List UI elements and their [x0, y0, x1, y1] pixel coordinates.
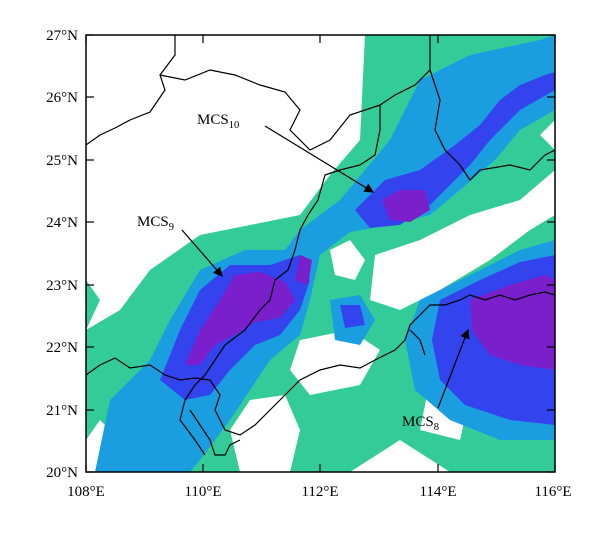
lon-label-108: 108°E: [67, 484, 105, 500]
guangxi-guangdong-border: [159, 69, 381, 456]
latitude-axis: 27°N 26°N 25°N 24°N 23°N 22°N 21°N 20°N: [46, 28, 555, 481]
pearl-river-estuary: [409, 329, 426, 356]
lat-label-23: 23°N: [46, 278, 78, 294]
lat-label-20: 20°N: [46, 465, 78, 481]
borders-coastlines: [86, 35, 555, 456]
lon-label-112: 112°E: [301, 484, 338, 500]
lat-label-24: 24°N: [46, 215, 78, 231]
longitude-axis: 108°E 110°E 112°E 114°E 116°E: [67, 35, 572, 500]
lon-label-110: 110°E: [184, 484, 221, 500]
lat-label-21: 21°N: [46, 403, 78, 419]
lat-label-27: 27°N: [46, 28, 78, 44]
precipitation-field: [86, 35, 555, 472]
leizhou-peninsula: [189, 409, 241, 456]
lon-label-114: 114°E: [419, 484, 456, 500]
lat-label-22: 22°N: [46, 340, 78, 356]
mcs8-arrow: [437, 328, 470, 409]
mcs10-label: MCS10: [197, 112, 239, 131]
south-china-coastline: [86, 291, 555, 436]
provincial-border-north: [86, 35, 176, 146]
lat-label-25: 25°N: [46, 153, 78, 169]
guangdong-fujian-border: [429, 69, 555, 181]
lon-label-116: 116°E: [534, 484, 571, 500]
precip-level-4: [185, 190, 555, 370]
mcs-annotations: MCS10 MCS9 MCS8: [137, 112, 470, 433]
mcs10-arrow: [264, 125, 375, 193]
mcs9-label: MCS9: [137, 214, 174, 233]
hunan-jiangxi-border: [379, 35, 431, 106]
lat-label-26: 26°N: [46, 90, 78, 106]
mcs9-arrow: [181, 229, 223, 277]
mcs8-label: MCS8: [402, 414, 439, 433]
